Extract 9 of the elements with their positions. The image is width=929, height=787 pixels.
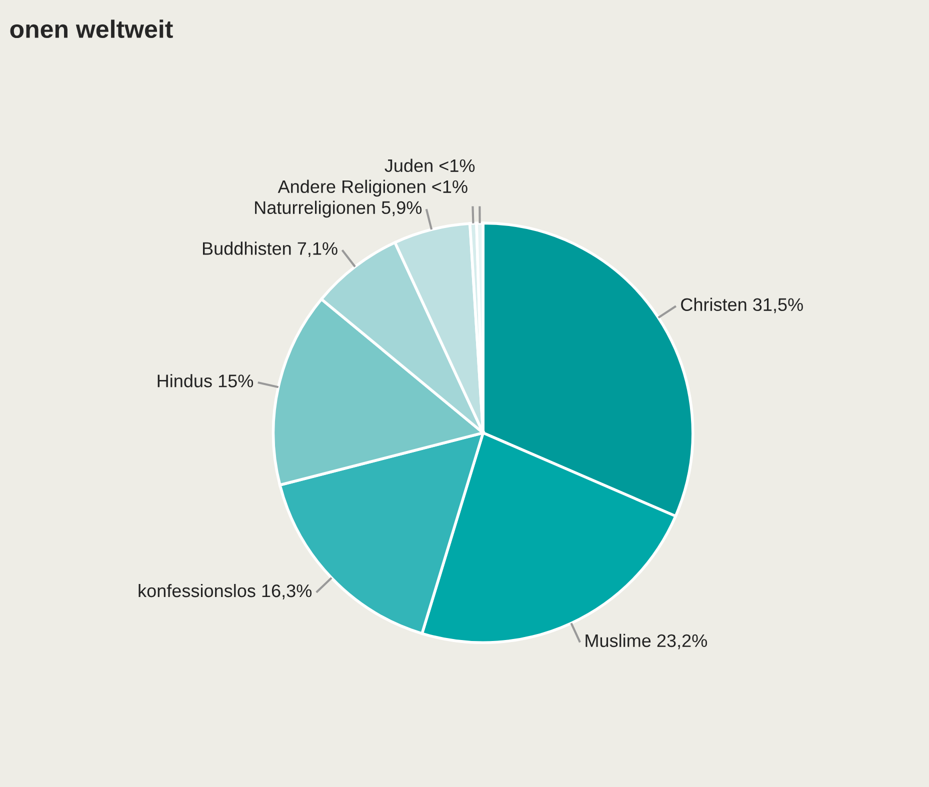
slice-label: Buddhisten 7,1% (203, 242, 338, 258)
slice-label: Muslime 23,2% (586, 634, 707, 650)
slice-label: Hindus 15% (158, 374, 254, 388)
slice-label: Naturreligionen 5,9% (255, 200, 422, 218)
slice-label: Andere Religionen <1% (278, 180, 468, 197)
slice-label: Juden <1% (384, 158, 475, 172)
chart-title: onen weltweit (10, 20, 173, 38)
slice-label: Christen 31,5% (681, 298, 803, 314)
slice-label: konfessionslos 16,3% (138, 584, 312, 600)
